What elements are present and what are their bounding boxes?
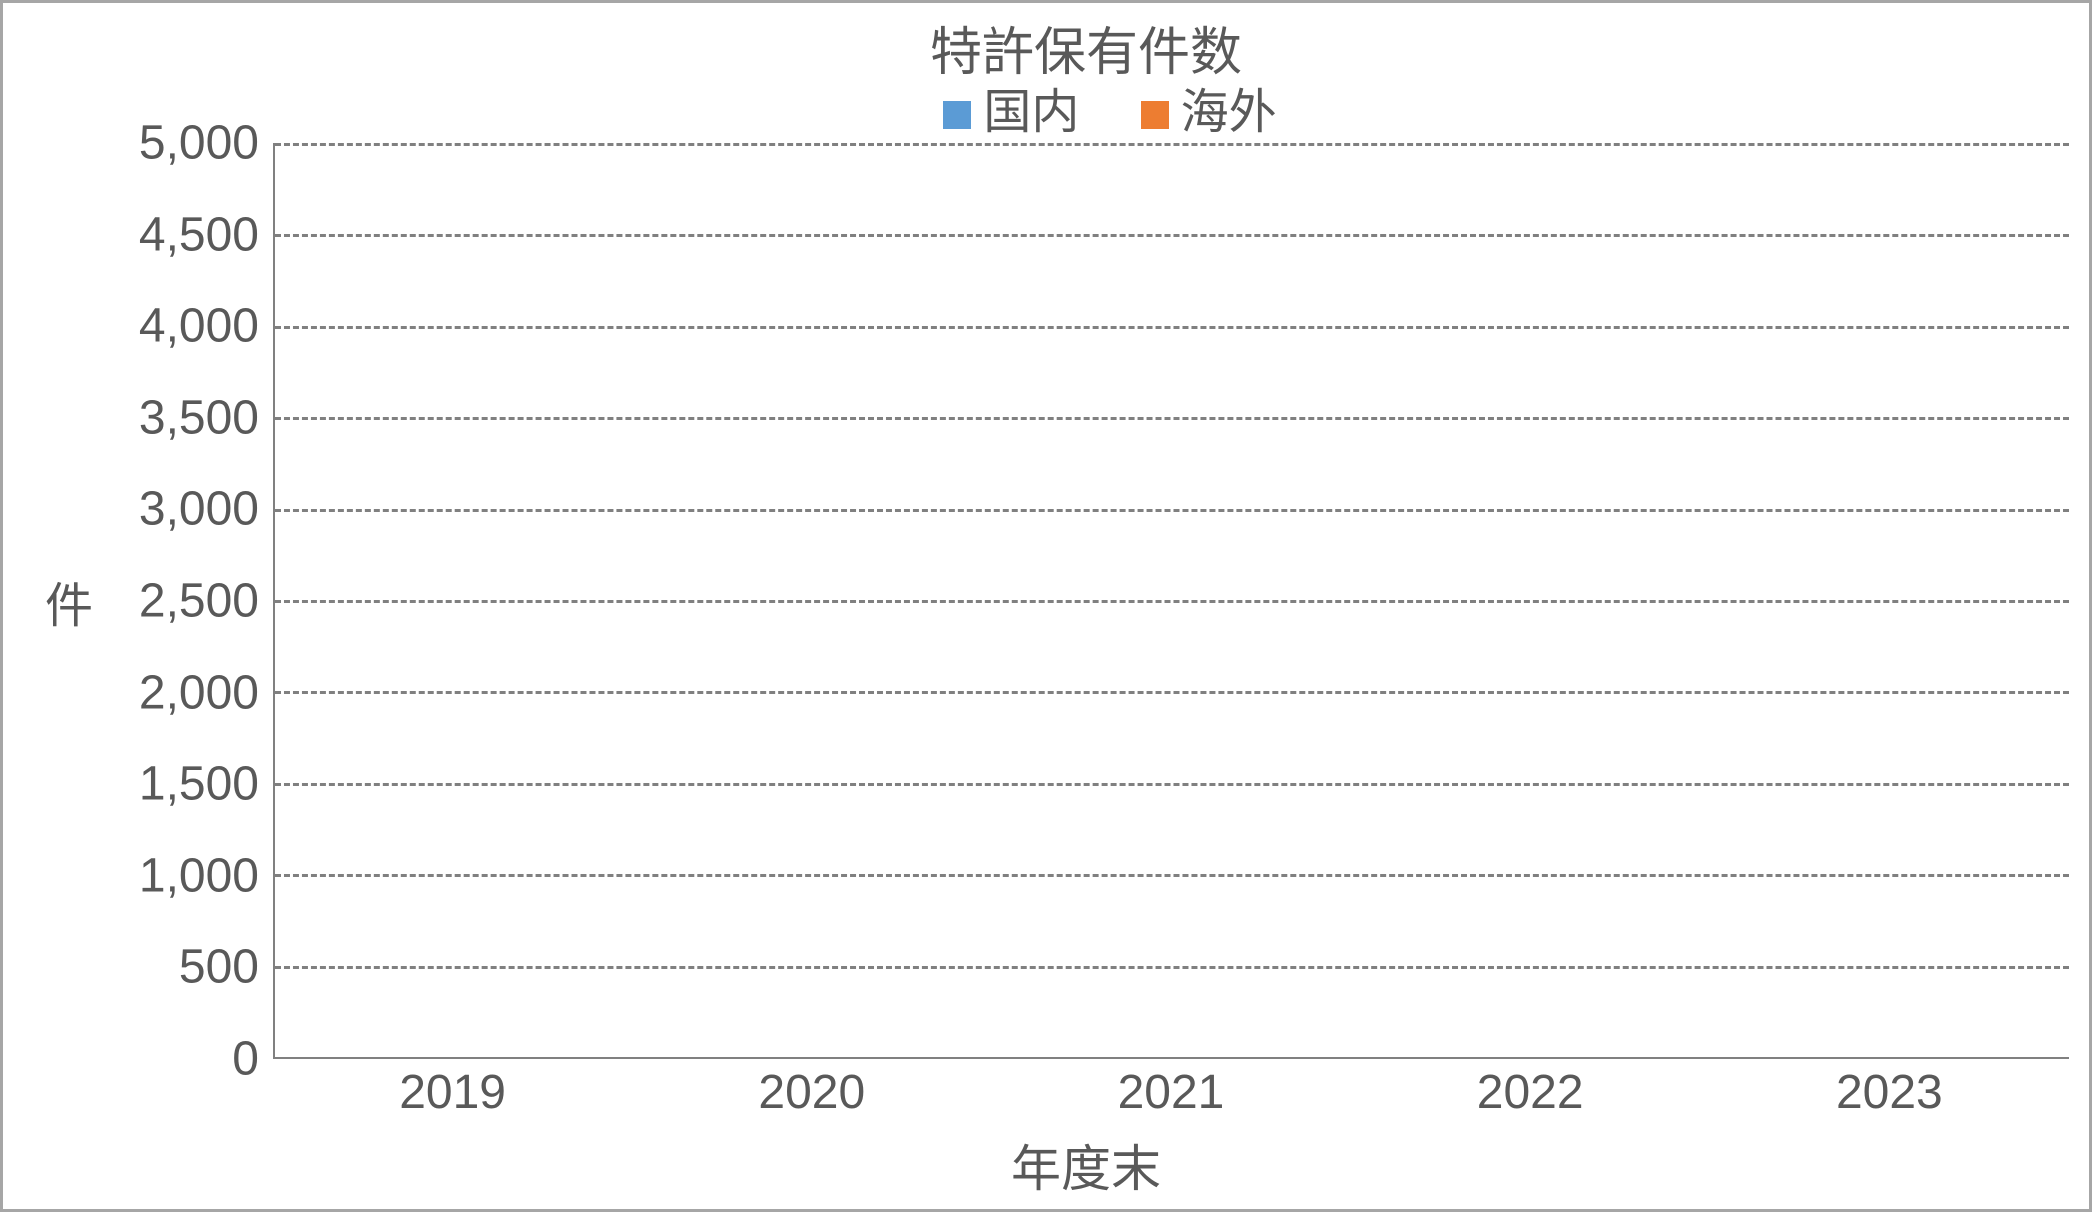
y-tick-label: 2,000 [139, 665, 259, 720]
legend-swatch-overseas [1141, 101, 1169, 129]
x-tick-label: 2022 [1440, 1065, 1620, 1120]
x-tick-label: 2021 [1081, 1065, 1261, 1120]
bars-layer [275, 143, 2069, 1057]
chart-container: 件 特許保有件数 国内 海外 0 500 1,000 1,500 2,000 2,500 3… [0, 0, 2092, 1212]
y-tick-label: 1,000 [139, 848, 259, 903]
legend: 国内 海外 [103, 83, 2069, 143]
x-axis-title: 年度末 [103, 1129, 2069, 1189]
y-axis-title: 件 [28, 580, 98, 632]
legend-swatch-domestic [943, 101, 971, 129]
y-tick-label: 2,500 [139, 574, 259, 629]
x-axis-row: 2019 2020 2021 2022 2023 [103, 1059, 2069, 1129]
y-tick-label: 0 [232, 1032, 259, 1087]
y-tick-label: 4,000 [139, 299, 259, 354]
y-tick-label: 3,000 [139, 482, 259, 537]
x-tick-label: 2020 [722, 1065, 902, 1120]
y-tick-label: 1,500 [139, 757, 259, 812]
legend-label-domestic: 国内 [983, 86, 1079, 139]
x-tick-label: 2023 [1799, 1065, 1979, 1120]
plot-area [273, 143, 2069, 1059]
y-tick-label: 4,500 [139, 207, 259, 262]
y-tick-column: 05001,0001,5002,0002,5003,0003,5004,0004… [103, 143, 273, 1059]
legend-label-overseas: 海外 [1181, 86, 1277, 139]
y-tick-label: 3,500 [139, 390, 259, 445]
y-tick-label: 5,000 [139, 116, 259, 171]
chart-column: 特許保有件数 国内 海外 0 500 1,000 1,500 2,000 2,500 3,0… [103, 23, 2069, 1189]
y-axis-title-wrap: 件 [23, 23, 103, 1189]
plot-row: 05001,0001,5002,0002,5003,0003,5004,0004… [103, 143, 2069, 1059]
x-tick-label: 2019 [363, 1065, 543, 1120]
chart-title: 特許保有件数 [103, 23, 2069, 83]
x-tick-labels: 2019 2020 2021 2022 2023 [273, 1059, 2069, 1129]
y-tick-label: 500 [179, 940, 259, 995]
